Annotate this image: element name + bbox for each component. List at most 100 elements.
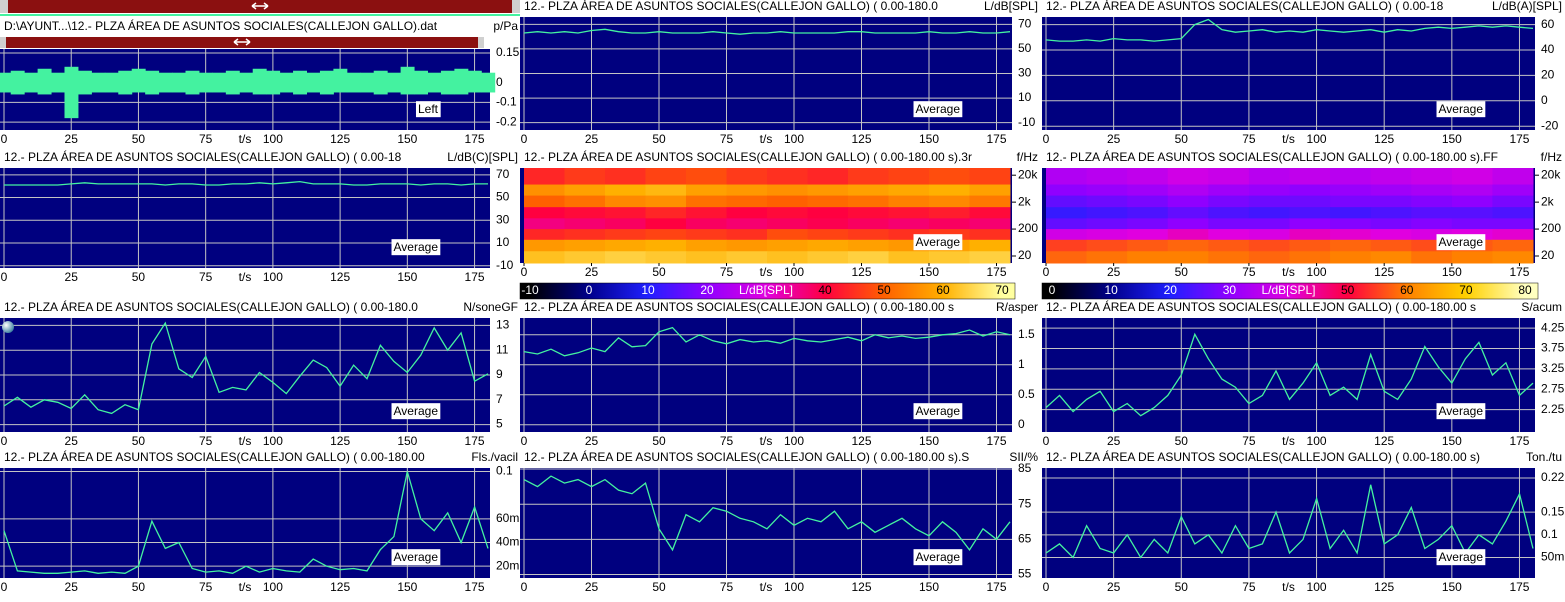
spectrogram-cell xyxy=(1167,218,1209,230)
spectrogram-cell xyxy=(1451,195,1493,208)
x-tick-label: 175 xyxy=(1509,434,1529,448)
spectrogram-cell xyxy=(929,168,970,186)
x-tick-label: 0 xyxy=(1043,580,1050,594)
spectrogram-cell xyxy=(524,195,565,208)
data-line xyxy=(523,326,1011,357)
spectrogram-cell xyxy=(1167,168,1209,186)
spectrogram-cell xyxy=(1127,184,1169,197)
spectrogram-cell xyxy=(524,218,565,230)
x-axis-label: t/s xyxy=(239,434,252,448)
spectrogram-cell xyxy=(726,195,768,208)
spectrogram-cell xyxy=(564,251,606,264)
x-axis-label: t/s xyxy=(760,434,773,448)
x-tick-label: 0 xyxy=(1,132,8,146)
spectrogram-cell xyxy=(1411,239,1453,252)
spectrogram-cell xyxy=(1451,218,1493,230)
spectrogram-cell xyxy=(1086,239,1128,252)
waveform-scrollbar[interactable] xyxy=(0,37,484,48)
spectrogram-cell xyxy=(1208,195,1250,208)
spectrogram-cell xyxy=(1248,195,1290,208)
waveform-segment xyxy=(333,68,348,93)
x-tick-label: 75 xyxy=(199,132,213,146)
spectrogram-cell xyxy=(1330,207,1372,219)
spectrogram-cell xyxy=(888,207,930,219)
overview-scrollbar[interactable] xyxy=(0,0,520,16)
x-tick-label: 25 xyxy=(65,580,79,594)
y-tick-label: 0 xyxy=(496,75,503,89)
x-tick-label: 50 xyxy=(1175,580,1189,594)
data-line xyxy=(1045,18,1534,42)
spectrogram-cell xyxy=(726,251,768,264)
colorbar-tick-label: -10 xyxy=(521,283,539,297)
y-axis-label: Fls./vacil xyxy=(471,450,518,464)
spectrogram-cell xyxy=(1208,229,1250,241)
spectrogram-cell xyxy=(1330,229,1372,241)
spectrogram-cell xyxy=(645,218,687,230)
spectrogram-cell xyxy=(1370,251,1412,264)
spectrogram-cell xyxy=(1167,207,1209,219)
x-tick-label: 50 xyxy=(132,270,146,284)
y-tick-label: 30 xyxy=(1018,66,1032,80)
y-tick-label: 50 xyxy=(496,190,510,204)
spectrogram-cell xyxy=(929,218,970,230)
x-tick-label: 150 xyxy=(1442,265,1462,279)
spectrogram-cell xyxy=(1248,207,1290,219)
y-tick-label: 75 xyxy=(1018,496,1032,510)
x-tick-label: 75 xyxy=(199,580,213,594)
legend-box xyxy=(391,403,441,420)
y-tick-label: 10 xyxy=(496,235,510,249)
y-tick-label: 20 xyxy=(1541,248,1555,262)
spectrogram-cell xyxy=(1127,195,1169,208)
x-tick-label: 25 xyxy=(1107,132,1121,146)
colorbar xyxy=(1041,282,1539,300)
x-tick-label: 25 xyxy=(585,132,599,146)
y-tick-label: 0.15 xyxy=(1541,504,1565,518)
y-axis-label: L/dB(A)[SPL] xyxy=(1492,0,1562,13)
spectrogram-cell xyxy=(969,251,1011,264)
data-line xyxy=(3,321,489,415)
spectrogram-cell xyxy=(1167,251,1209,264)
x-tick-label: 175 xyxy=(986,132,1006,146)
spectrogram-cell xyxy=(969,218,1011,230)
colorbar-tick-label: 20 xyxy=(700,283,714,297)
spectrogram-cell xyxy=(888,195,930,208)
y-tick-label: -0.1 xyxy=(496,95,517,109)
x-tick-label: 175 xyxy=(1509,132,1529,146)
spectrogram-cell xyxy=(1411,168,1453,186)
waveform-segment xyxy=(24,72,39,93)
spectrogram-cell xyxy=(807,207,849,219)
spectrogram-cell xyxy=(1370,184,1412,197)
x-tick-label: 125 xyxy=(1374,434,1394,448)
colorbar-tick-label: 70 xyxy=(1459,283,1473,297)
x-tick-label: 25 xyxy=(65,270,79,284)
y-axis-label: SII/% xyxy=(1009,450,1038,464)
spectrogram-cell xyxy=(605,168,646,186)
spectrogram-cell xyxy=(1046,251,1088,264)
y-tick-label: 5 xyxy=(496,417,503,431)
spectrogram-cell xyxy=(767,251,808,264)
spectrogram-cell xyxy=(645,195,687,208)
spectrogram-cell xyxy=(1208,251,1250,264)
y-tick-label: 0 xyxy=(1018,417,1025,431)
legend-label: Left xyxy=(418,102,439,116)
x-tick-label: 25 xyxy=(65,132,79,146)
spectrogram-cell xyxy=(686,207,727,219)
y-tick-label: 70 xyxy=(1018,17,1032,31)
spectrogram-cell xyxy=(888,168,930,186)
spectrogram-cell xyxy=(1411,218,1453,230)
colorbar-tick-label: 60 xyxy=(936,283,950,297)
data-line xyxy=(1045,332,1534,417)
panel-title: 12.- PLZA ÁREA DE ASUNTOS SOCIALES(CALLE… xyxy=(1046,0,1444,13)
data-line xyxy=(4,180,488,186)
spectrogram-cell xyxy=(848,195,889,208)
spectrogram-cell xyxy=(1127,239,1169,252)
waveform-segment xyxy=(266,70,281,95)
waveform-segment xyxy=(427,72,442,93)
spectrogram-cell xyxy=(848,229,889,241)
spectrogram-cell xyxy=(1330,251,1372,264)
y-tick-label: 20 xyxy=(1541,68,1555,82)
spectrogram-cell xyxy=(1248,251,1290,264)
spectrogram-cell xyxy=(767,195,808,208)
spectrogram-cell xyxy=(969,207,1011,219)
waveform-segment xyxy=(91,72,106,93)
